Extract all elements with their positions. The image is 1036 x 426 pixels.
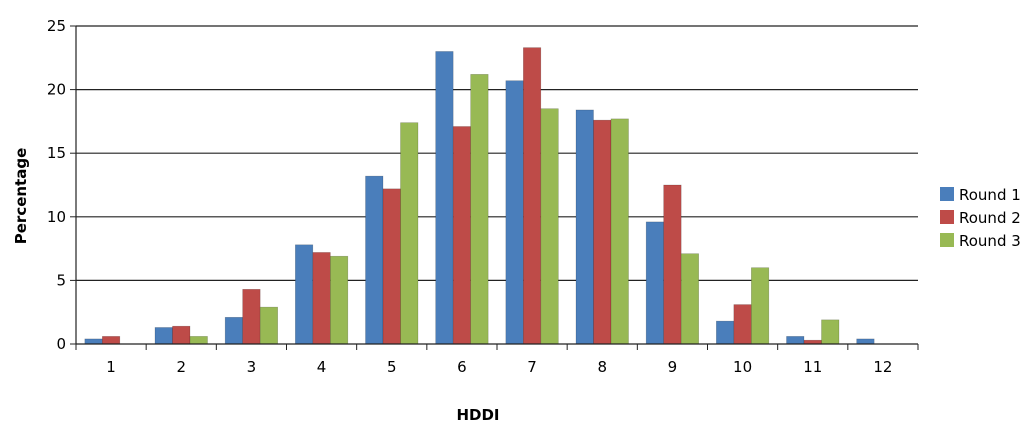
x-tick-label-12: 12 — [873, 358, 892, 376]
bar-round-2-6 — [452, 126, 471, 345]
bar-round-1-1 — [84, 338, 103, 345]
bar-round-2-7 — [523, 47, 542, 345]
y-tick-label-0: 0 — [56, 335, 66, 353]
bar-round-1-8 — [575, 109, 594, 345]
x-tick-label-2: 2 — [176, 358, 186, 376]
bar-round-2-10 — [733, 304, 752, 345]
bar-round-2-8 — [593, 119, 612, 345]
x-tick-label-4: 4 — [317, 358, 327, 376]
bar-round-3-8 — [610, 118, 629, 345]
bar-round-1-9 — [645, 221, 664, 345]
x-tick-label-1: 1 — [106, 358, 116, 376]
y-tick-label-25: 25 — [47, 17, 66, 35]
y-tick-label-15: 15 — [47, 144, 66, 162]
bar-round-1-10 — [716, 320, 735, 345]
y-axis-title: Percentage — [12, 148, 30, 245]
x-tick-label-8: 8 — [597, 358, 607, 376]
bar-round-3-3 — [259, 306, 278, 345]
bar-round-1-12 — [856, 338, 875, 345]
legend-label-round-1: Round 1 — [959, 186, 1021, 204]
legend-label-round-3: Round 3 — [959, 232, 1021, 250]
x-tick-label-6: 6 — [457, 358, 467, 376]
bar-round-3-5 — [400, 122, 419, 345]
bar-round-2-5 — [382, 188, 401, 345]
y-tick-label-20: 20 — [47, 81, 66, 99]
bar-round-1-7 — [505, 80, 524, 345]
y-tick-label-10: 10 — [47, 208, 66, 226]
legend-swatch-round-3 — [940, 233, 954, 247]
x-tick-label-11: 11 — [803, 358, 822, 376]
bar-round-1-2 — [154, 327, 173, 345]
legend-label-round-2: Round 2 — [959, 209, 1021, 227]
bar-round-1-6 — [435, 51, 454, 345]
bar-round-1-4 — [295, 244, 314, 345]
gridlines — [76, 25, 918, 281]
bar-round-3-10 — [751, 267, 770, 345]
y-tick-labels: 0 5 10 15 20 25 — [47, 17, 66, 353]
bar-round-3-11 — [821, 319, 840, 345]
bars — [84, 47, 875, 345]
bar-round-2-3 — [242, 288, 261, 345]
bar-round-1-5 — [365, 175, 384, 345]
x-tick-label-5: 5 — [387, 358, 397, 376]
bar-round-3-6 — [470, 74, 489, 345]
legend: Round 1 Round 2 Round 3 — [940, 186, 1021, 250]
bar-round-1-11 — [786, 336, 805, 345]
x-tick-labels: 1 2 3 4 5 6 7 8 9 10 11 12 — [106, 358, 892, 376]
bar-round-2-4 — [312, 252, 331, 345]
bar-round-3-2 — [189, 336, 208, 345]
bar-round-3-9 — [680, 253, 699, 345]
bar-round-3-7 — [540, 108, 559, 345]
bar-round-2-1 — [102, 336, 121, 345]
bar-round-1-3 — [224, 316, 243, 345]
x-tick-label-10: 10 — [733, 358, 752, 376]
x-axis-title: HDDI — [456, 406, 499, 424]
axes — [70, 25, 919, 350]
bar-round-3-4 — [330, 255, 349, 345]
legend-swatch-round-1 — [940, 187, 954, 201]
bar-round-2-2 — [172, 325, 191, 345]
y-tick-label-5: 5 — [56, 271, 66, 289]
x-tick-label-3: 3 — [247, 358, 257, 376]
legend-swatch-round-2 — [940, 210, 954, 224]
bar-round-2-9 — [663, 184, 682, 345]
x-tick-label-9: 9 — [668, 358, 678, 376]
x-tick-label-7: 7 — [527, 358, 537, 376]
